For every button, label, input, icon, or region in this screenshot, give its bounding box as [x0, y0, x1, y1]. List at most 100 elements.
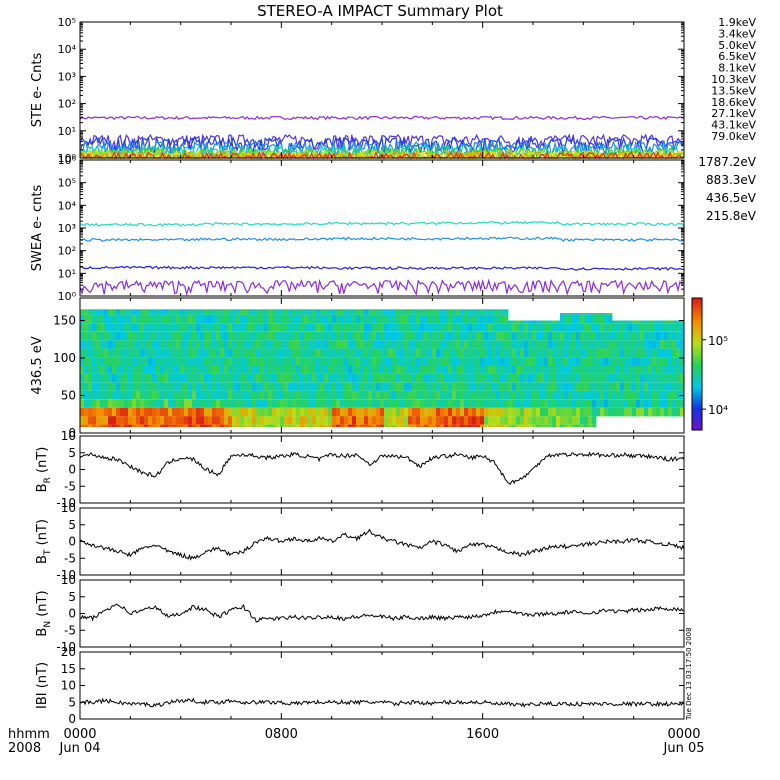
- pad-cell: [300, 416, 305, 425]
- pad-cell: [288, 331, 293, 341]
- pad-cell: [660, 407, 665, 417]
- pad-cell: [664, 373, 669, 383]
- pad-cell: [312, 357, 317, 366]
- pad-cell: [404, 365, 409, 374]
- pad-cell: [248, 331, 253, 341]
- pad-cell: [132, 365, 137, 374]
- pad-cell: [356, 390, 361, 400]
- pad-cell: [276, 331, 281, 341]
- pad-cell: [212, 365, 217, 374]
- colorbar-segment: [692, 364, 702, 367]
- pad-cell: [600, 382, 605, 391]
- pad-cell: [328, 331, 333, 341]
- pad-cell: [380, 331, 385, 341]
- pad-cell: [456, 314, 461, 324]
- pad-cell: [96, 382, 101, 391]
- pad-cell: [292, 382, 297, 391]
- pad-cell: [232, 309, 237, 315]
- pad-cell: [680, 399, 685, 408]
- pad-cell: [140, 348, 145, 357]
- pad-cell: [520, 373, 525, 383]
- pad-cell: [308, 365, 313, 374]
- pad-cell: [604, 399, 609, 408]
- pad-cell: [228, 373, 233, 383]
- pad-cell: [420, 314, 425, 324]
- pad-cell: [516, 331, 521, 341]
- pad-cell: [180, 314, 185, 324]
- pad-cell: [252, 407, 257, 417]
- pad-cell: [312, 416, 317, 425]
- pad-cell: [492, 357, 497, 366]
- pad-cell: [412, 365, 417, 374]
- pad-cell: [488, 309, 493, 315]
- pad-cell: [324, 382, 329, 391]
- pad-cell: [236, 357, 241, 366]
- pad-cell: [116, 373, 121, 383]
- pad-cell: [636, 320, 641, 324]
- pad-cell: [276, 407, 281, 417]
- pad-cell: [456, 373, 461, 383]
- pad-cell: [116, 390, 121, 400]
- pad-cell: [236, 373, 241, 383]
- colorbar-segment: [692, 326, 702, 330]
- pad-cell: [524, 373, 529, 383]
- pad-cell: [148, 348, 153, 357]
- pad-cell: [148, 323, 153, 332]
- pad-cell: [460, 416, 465, 425]
- br-trace: [79, 451, 685, 485]
- pad-cell: [136, 424, 141, 427]
- pad-cell: [156, 399, 161, 408]
- pad-cell: [500, 407, 505, 417]
- pad-cell: [352, 323, 357, 332]
- pad-cell: [168, 309, 173, 315]
- pad-cell: [420, 373, 425, 383]
- pad-cell: [656, 399, 661, 408]
- pad-cell: [128, 323, 133, 332]
- pad-cell: [448, 373, 453, 383]
- pad-cell: [588, 382, 593, 391]
- pad-cell: [400, 357, 405, 366]
- pad-cell: [576, 424, 581, 427]
- pad-cell: [292, 416, 297, 425]
- pad-cell: [612, 348, 617, 357]
- pad-cell: [340, 390, 345, 400]
- pad-cell: [200, 373, 205, 383]
- pad-cell: [112, 340, 117, 349]
- pad-cell: [484, 382, 489, 391]
- pad-cell: [616, 407, 621, 417]
- pad-cell: [128, 416, 133, 425]
- pad-cell: [592, 390, 597, 400]
- pad-cell: [476, 373, 481, 383]
- pad-cell: [592, 340, 597, 349]
- pad-cell: [660, 382, 665, 391]
- pad-cell: [360, 416, 365, 425]
- pad-cell: [580, 323, 585, 332]
- pad-cell: [680, 407, 685, 417]
- pad-cell: [244, 323, 249, 332]
- pad-cell: [120, 323, 125, 332]
- pad-cell: [160, 416, 165, 425]
- pad-cell: [124, 407, 129, 417]
- pad-cell: [256, 407, 261, 417]
- pad-cell: [600, 390, 605, 400]
- pad-cell: [548, 424, 553, 427]
- pad-cell: [336, 365, 341, 374]
- pad-cell: [668, 323, 673, 332]
- pad-cell: [268, 340, 273, 349]
- pad-cell: [488, 314, 493, 324]
- pad-cell: [316, 340, 321, 349]
- pad-cell: [108, 357, 113, 366]
- pad-cell: [212, 382, 217, 391]
- pad-cell: [408, 348, 413, 357]
- pad-cell: [340, 365, 345, 374]
- pad-cell: [100, 399, 105, 408]
- pad-cell: [676, 373, 681, 383]
- pad-cell: [184, 314, 189, 324]
- pad-cell: [664, 357, 669, 366]
- pad-cell: [188, 373, 193, 383]
- pad-cell: [212, 323, 217, 332]
- pad-cell: [416, 340, 421, 349]
- pad-cell: [96, 424, 101, 427]
- pad-cell: [116, 348, 121, 357]
- pad-cell: [588, 313, 593, 315]
